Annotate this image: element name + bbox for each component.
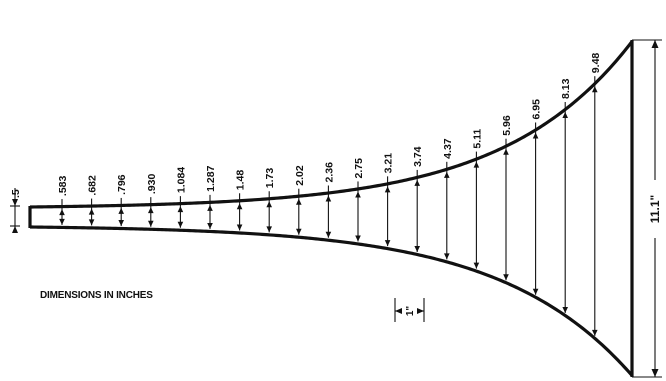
dimension-line xyxy=(59,199,65,225)
dimension-label: 8.13 xyxy=(560,78,572,99)
dimension-label: 3.21 xyxy=(383,153,395,174)
throat-dimension-label: .5 xyxy=(10,189,22,198)
dimension-line xyxy=(236,193,243,231)
dimension-line xyxy=(384,176,391,247)
horn-outline xyxy=(28,40,634,377)
dimension-label: 9.48 xyxy=(590,53,602,74)
spacing-dimension-label: 1" xyxy=(405,306,416,317)
dimension-line xyxy=(592,76,598,336)
mouth-dimension-label: 11.1" xyxy=(648,195,662,223)
dimension-label: .682 xyxy=(87,175,99,196)
dimension-label: 1.287 xyxy=(205,165,217,191)
dimension-label: .796 xyxy=(116,174,128,195)
dimension-lines xyxy=(59,76,598,336)
dimension-label: .583 xyxy=(57,175,69,196)
dimension-label: 5.11 xyxy=(471,129,483,149)
dimension-line xyxy=(355,181,361,242)
dimension-line xyxy=(177,196,184,228)
dimension-labels: .583 .682 .796 .930 1.084 1.287 1.48 1.73 2.02 2.… xyxy=(57,53,602,196)
dimension-line xyxy=(503,138,509,281)
dimension-line xyxy=(473,151,480,269)
dimension-label: 2.75 xyxy=(353,158,365,179)
dimension-label: 1.73 xyxy=(264,168,276,189)
dimension-line xyxy=(444,161,450,260)
dimension-line xyxy=(266,191,272,233)
dimension-line xyxy=(562,102,568,313)
dimension-line xyxy=(207,194,213,229)
spacing-dimension: 1" xyxy=(394,298,425,322)
dimension-label: 5.96 xyxy=(501,115,513,136)
dimension-label: 2.02 xyxy=(294,165,306,186)
units-note: DIMENSIONS IN INCHES xyxy=(40,290,153,301)
dimension-line xyxy=(325,185,332,238)
dimension-label: 6.95 xyxy=(531,99,543,120)
dimension-label: 1.084 xyxy=(175,167,187,193)
horn-bottom-edge xyxy=(29,225,634,377)
dimension-label: 1.48 xyxy=(235,170,247,191)
dimension-label: 3.74 xyxy=(412,146,424,167)
horn-top-edge xyxy=(29,40,634,209)
dimension-label: 4.37 xyxy=(442,138,454,159)
dimension-line xyxy=(88,198,95,226)
dimension-line xyxy=(414,169,420,253)
dimension-label: .930 xyxy=(146,174,158,195)
dimension-line xyxy=(118,197,124,227)
dimension-line xyxy=(148,197,154,227)
dimension-line xyxy=(296,188,302,235)
dimension-label: 2.36 xyxy=(323,162,335,183)
throat-dimension: .5 xyxy=(10,188,22,233)
dimension-line xyxy=(532,122,539,295)
mouth-dimension: 11.1" xyxy=(632,39,662,378)
